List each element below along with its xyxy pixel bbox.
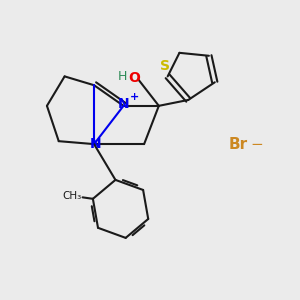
- Text: +: +: [130, 92, 139, 102]
- Text: CH₃: CH₃: [63, 191, 82, 201]
- Text: O: O: [128, 71, 140, 85]
- Text: S: S: [160, 59, 170, 73]
- Text: Br: Br: [229, 136, 248, 152]
- Text: N: N: [118, 98, 129, 111]
- Text: N: N: [90, 137, 101, 151]
- Text: H: H: [117, 70, 127, 83]
- Text: −: −: [250, 136, 263, 152]
